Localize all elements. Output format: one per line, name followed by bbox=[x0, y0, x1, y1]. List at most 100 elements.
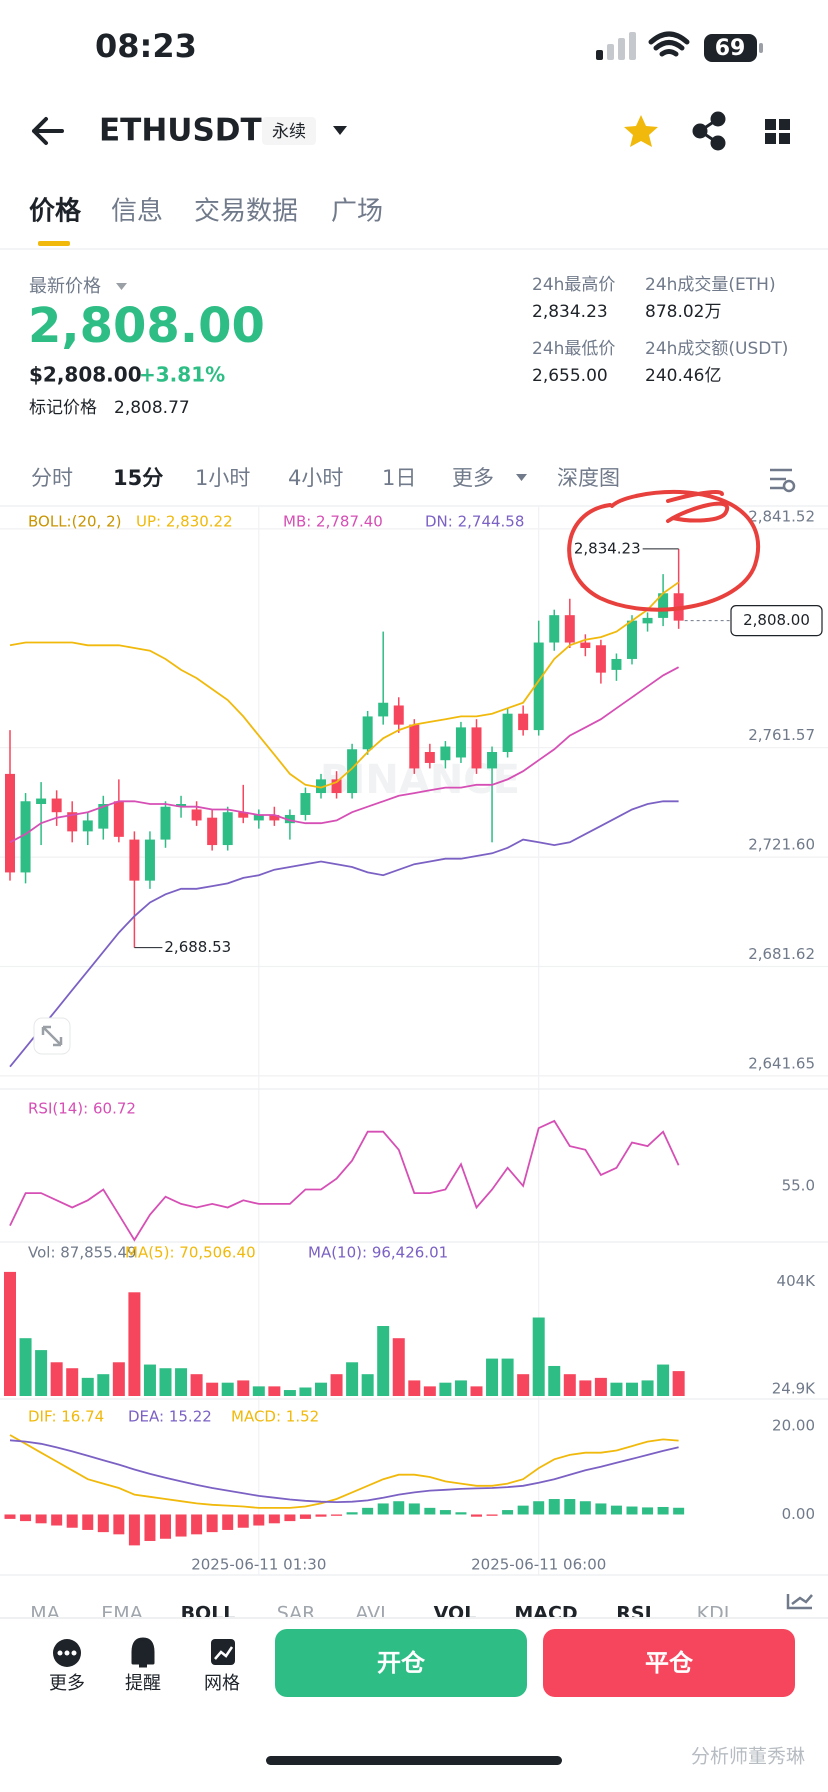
volume-bar bbox=[517, 1374, 530, 1396]
volume-bar bbox=[81, 1377, 94, 1396]
candle-body bbox=[502, 713, 513, 753]
volume-bar bbox=[563, 1374, 576, 1396]
rsi-line bbox=[9, 1119, 680, 1242]
candle-body bbox=[658, 593, 669, 618]
candle-body bbox=[191, 809, 202, 821]
volume-bar bbox=[454, 1380, 467, 1396]
candle-body bbox=[82, 820, 93, 832]
volume-bar bbox=[35, 1350, 48, 1396]
timeframe[interactable]: 1小时 bbox=[195, 466, 250, 490]
chart-settings[interactable] bbox=[770, 468, 796, 493]
macd-bar bbox=[595, 1503, 607, 1515]
open-label[interactable]: 开仓 bbox=[377, 1649, 426, 1677]
last-price: 2,808.00 bbox=[28, 298, 265, 354]
candle-body bbox=[642, 617, 653, 624]
candle-body bbox=[300, 793, 311, 815]
volume-bar bbox=[159, 1368, 172, 1396]
volume-bar bbox=[4, 1271, 16, 1396]
nav-label[interactable]: 提醒 bbox=[125, 1673, 161, 1694]
nav-label[interactable]: 更多 bbox=[49, 1673, 85, 1694]
legend-entry: RSI(14): 60.72 bbox=[28, 1100, 136, 1118]
expand-icon bbox=[41, 1025, 63, 1047]
candle-body bbox=[36, 798, 47, 805]
macd-bar bbox=[35, 1514, 47, 1524]
volume-bar bbox=[66, 1368, 79, 1396]
macd-bar bbox=[253, 1514, 265, 1526]
back-button[interactable] bbox=[32, 117, 64, 145]
stat-label: 24h成交量(ETH) bbox=[645, 275, 776, 295]
volume-bar bbox=[423, 1386, 436, 1396]
nav-label[interactable]: 网格 bbox=[204, 1673, 240, 1694]
symbol-dropdown[interactable] bbox=[333, 126, 347, 135]
candle-body bbox=[316, 779, 326, 794]
timeframe[interactable]: 分时 bbox=[31, 466, 73, 490]
last-price-label: 2,808.00 bbox=[743, 611, 810, 629]
tab[interactable]: 价格 bbox=[29, 196, 82, 227]
boll-line bbox=[9, 666, 680, 844]
y-tick-label: 0.00 bbox=[782, 1505, 815, 1523]
candle-body bbox=[269, 814, 280, 821]
layout-button[interactable] bbox=[765, 119, 790, 144]
candle-body bbox=[20, 801, 31, 873]
volume-bar bbox=[548, 1365, 561, 1396]
x-tick-label: 2025-06-11 06:00 bbox=[471, 1556, 606, 1574]
volume-bar bbox=[143, 1364, 156, 1396]
open-button[interactable] bbox=[275, 1629, 527, 1697]
candle-body bbox=[487, 752, 498, 769]
legend-entry: DIF: 16.74 bbox=[28, 1408, 104, 1426]
credit-watermark: 分析师董秀琳 bbox=[691, 1746, 805, 1768]
stat-label: 24h最低价 bbox=[532, 339, 615, 359]
timeframe[interactable]: 15分 bbox=[113, 466, 163, 490]
timeframe[interactable]: 1日 bbox=[382, 466, 416, 490]
more-dots bbox=[57, 1650, 77, 1656]
candle-body bbox=[471, 727, 482, 769]
symbol[interactable]: ETHUSDT bbox=[99, 113, 262, 149]
candle-body bbox=[549, 615, 560, 643]
more-dropdown[interactable] bbox=[516, 474, 527, 481]
indicator-label: BOLL:(20, 2) bbox=[28, 513, 121, 531]
stat-value: 2,655.00 bbox=[532, 366, 608, 386]
close-button[interactable] bbox=[543, 1629, 795, 1697]
timeframe[interactable]: 深度图 bbox=[557, 466, 620, 490]
volume-bar bbox=[408, 1380, 421, 1396]
macd-bar bbox=[393, 1501, 405, 1515]
volume-bar bbox=[19, 1338, 32, 1396]
x-tick-label: 2025-06-11 01:30 bbox=[191, 1556, 326, 1574]
macd-bar bbox=[82, 1514, 94, 1530]
legend-entry: MA(5): 70,506.40 bbox=[125, 1244, 256, 1262]
candle-body bbox=[455, 727, 466, 758]
stat-label: 24h最高价 bbox=[532, 275, 615, 295]
volume-bar bbox=[50, 1362, 63, 1396]
battery-icon bbox=[704, 34, 757, 62]
candle-body bbox=[533, 642, 544, 731]
share-button[interactable] bbox=[692, 111, 726, 151]
macd-bar bbox=[657, 1506, 669, 1515]
candle-body bbox=[347, 749, 358, 794]
tab[interactable]: 交易数据 bbox=[194, 197, 298, 227]
timeframe[interactable]: 4小时 bbox=[288, 466, 343, 490]
macd-bar bbox=[66, 1514, 78, 1528]
candle-body bbox=[51, 798, 62, 813]
favorite-star[interactable] bbox=[624, 115, 658, 147]
macd-bar bbox=[191, 1514, 203, 1535]
macd-bar bbox=[222, 1514, 234, 1530]
close-label[interactable]: 平仓 bbox=[645, 1649, 694, 1677]
timeframe[interactable]: 更多 bbox=[452, 466, 494, 490]
macd-bar bbox=[51, 1514, 63, 1526]
macd-bar bbox=[315, 1514, 327, 1517]
stat-label: 24h成交额(USDT) bbox=[645, 339, 788, 359]
tab[interactable]: 信息 bbox=[111, 197, 163, 227]
volume-bar bbox=[532, 1317, 545, 1396]
y-tick-label: 2,841.52 bbox=[748, 507, 815, 525]
tab[interactable]: 广场 bbox=[331, 197, 383, 227]
legend-entry: Vol: 87,855.49 bbox=[28, 1244, 137, 1262]
candle-body bbox=[378, 702, 389, 717]
label-dropdown[interactable] bbox=[116, 283, 127, 290]
volume-bar bbox=[112, 1362, 125, 1396]
alert-icon[interactable] bbox=[131, 1637, 155, 1668]
candle-body bbox=[253, 814, 264, 821]
candle-body bbox=[113, 801, 124, 837]
indicator-settings[interactable] bbox=[786, 1594, 813, 1610]
candle-body bbox=[580, 642, 591, 649]
macd-bar bbox=[471, 1514, 482, 1517]
